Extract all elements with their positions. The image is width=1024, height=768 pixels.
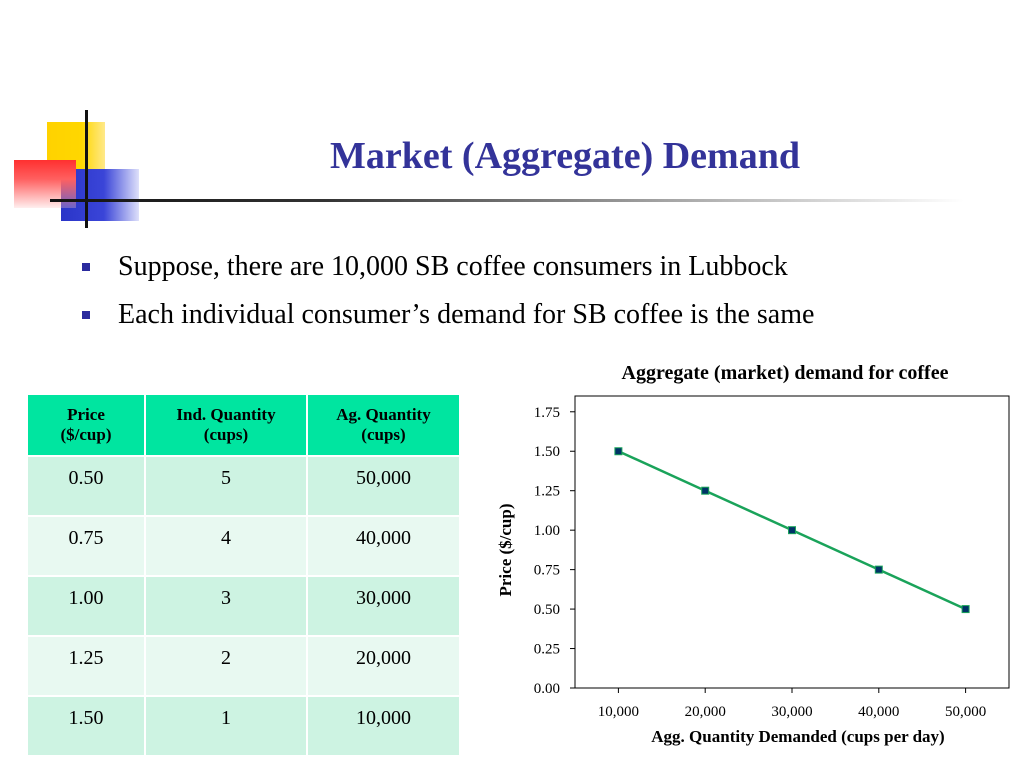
- header-ind-quantity: Ind. Quantity (cups): [144, 393, 308, 457]
- cell-ind-quantity: 1: [144, 695, 308, 757]
- y-tick-label: 1.00: [534, 523, 560, 539]
- y-axis-label: Price ($/cup): [496, 504, 515, 597]
- x-tick-label: 30,000: [771, 704, 812, 720]
- cell-price: 1.00: [26, 575, 146, 637]
- table-header-row: Price ($/cup) Ind. Quantity (cups) Ag. Qua…: [26, 393, 461, 457]
- table-row: 0.50 5 50,000: [26, 455, 461, 517]
- title-underline: [50, 199, 964, 202]
- header-price: Price ($/cup): [26, 393, 146, 457]
- header-ag-quantity: Ag. Quantity (cups): [306, 393, 461, 457]
- data-point: [961, 605, 970, 614]
- cell-ag-quantity: 50,000: [306, 455, 461, 517]
- bullet-square-icon: [82, 311, 90, 319]
- cell-ag-quantity: 10,000: [306, 695, 461, 757]
- y-tick-label: 0.75: [534, 563, 560, 579]
- cell-ind-quantity: 2: [144, 635, 308, 697]
- y-tick-label: 0.50: [534, 602, 560, 618]
- cell-ind-quantity: 3: [144, 575, 308, 637]
- y-axis: 0.00 0.25 0.50 0.75 1.00 1.25 1.50 1.75: [534, 405, 575, 697]
- table-row: 1.25 2 20,000: [26, 635, 461, 697]
- x-axis-label: Agg. Quantity Demanded (cups per day): [651, 727, 944, 746]
- table-row: 1.50 1 10,000: [26, 695, 461, 757]
- cell-ag-quantity: 20,000: [306, 635, 461, 697]
- chart-title: Aggregate (market) demand for coffee: [621, 362, 949, 384]
- x-tick-label: 10,000: [598, 704, 639, 720]
- table-row: 1.00 3 30,000: [26, 575, 461, 637]
- demand-table: Price ($/cup) Ind. Quantity (cups) Ag. Qua…: [26, 393, 461, 757]
- cell-price: 0.50: [26, 455, 146, 517]
- data-point: [614, 447, 623, 456]
- series-markers: [614, 447, 970, 614]
- y-tick-label: 1.50: [534, 444, 560, 460]
- demand-chart: 0.00 0.25 0.50 0.75 1.00 1.25 1.50 1.75 10,000 2…: [496, 395, 1010, 746]
- cell-ag-quantity: 30,000: [306, 575, 461, 637]
- cell-price: 1.50: [26, 695, 146, 757]
- slide-title: Market (Aggregate) Demand: [330, 135, 800, 177]
- cell-ind-quantity: 5: [144, 455, 308, 517]
- cell-price: 0.75: [26, 515, 146, 577]
- cell-price: 1.25: [26, 635, 146, 697]
- data-point: [788, 526, 796, 535]
- x-tick-label: 50,000: [945, 704, 986, 720]
- x-tick-label: 40,000: [858, 704, 899, 720]
- x-axis: 10,000 20,000 30,000 40,000 50,000: [598, 688, 986, 720]
- data-point: [874, 565, 883, 574]
- bullet-text: Suppose, there are 10,000 SB coffee cons…: [118, 251, 788, 282]
- cell-ag-quantity: 40,000: [306, 515, 461, 577]
- x-tick-label: 20,000: [685, 704, 726, 720]
- bullet-item: Each individual consumer’s demand for SB…: [80, 296, 814, 344]
- plot-area-frame: [574, 395, 1010, 689]
- bullet-square-icon: [82, 263, 90, 271]
- y-tick-label: 1.25: [534, 484, 560, 500]
- y-tick-label: 0.00: [534, 681, 560, 697]
- bullet-list: Suppose, there are 10,000 SB coffee cons…: [80, 248, 814, 344]
- decor-vertical-line: [85, 110, 88, 228]
- y-tick-label: 1.75: [534, 405, 560, 421]
- bullet-text: Each individual consumer’s demand for SB…: [118, 299, 815, 330]
- cell-ind-quantity: 4: [144, 515, 308, 577]
- bullet-item: Suppose, there are 10,000 SB coffee cons…: [80, 248, 814, 296]
- data-point: [701, 486, 710, 495]
- y-tick-label: 0.25: [534, 642, 560, 658]
- table-row: 0.75 4 40,000: [26, 515, 461, 577]
